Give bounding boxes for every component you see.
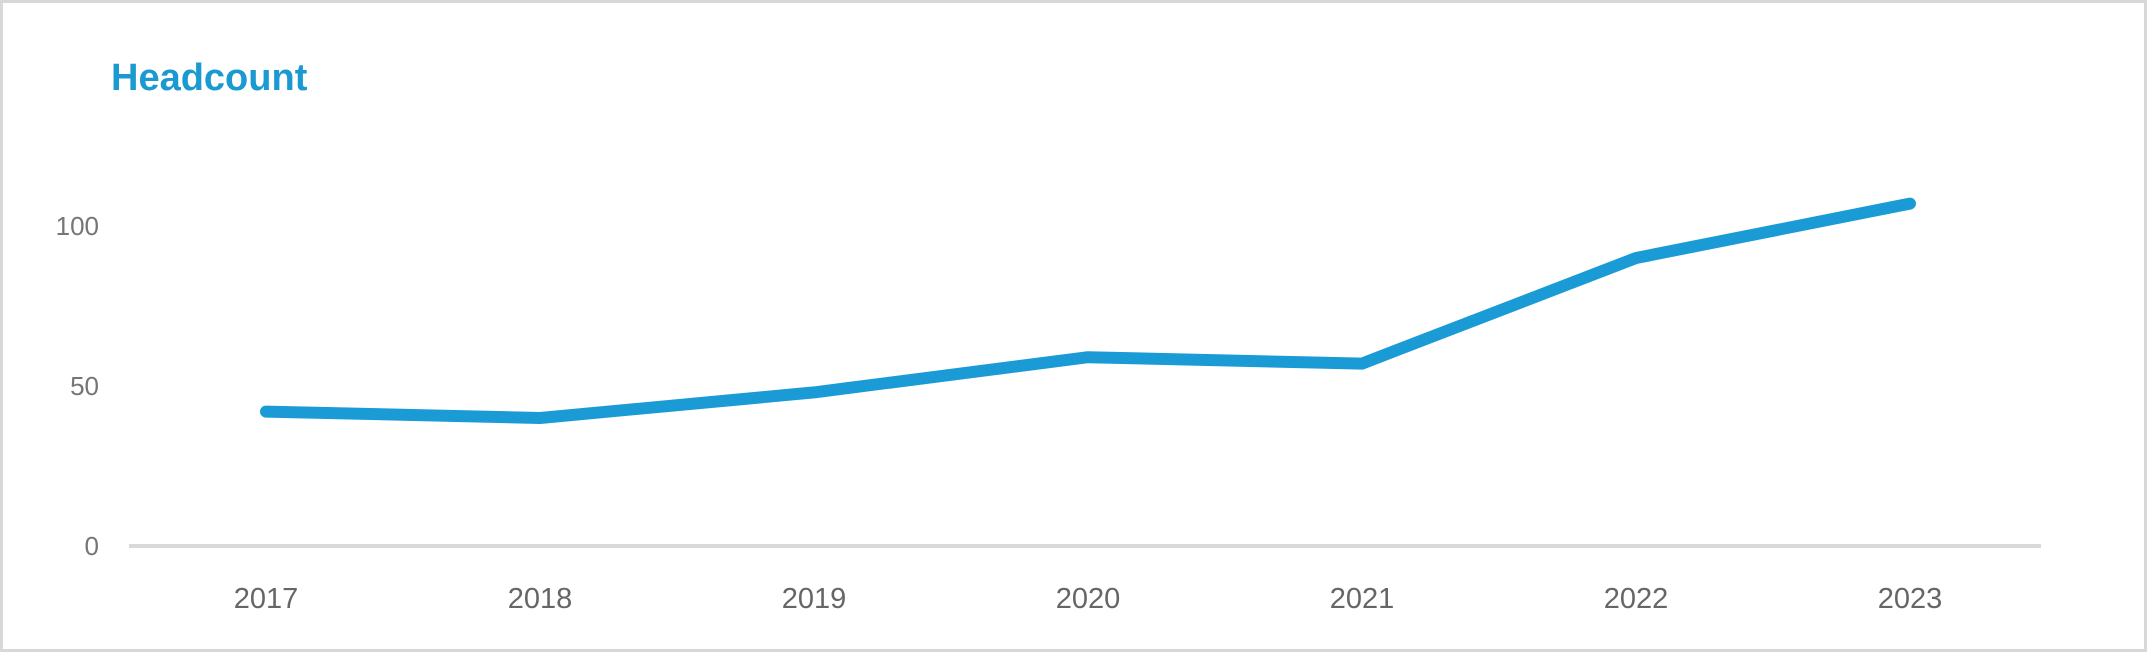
headcount-trend-line [260, 197, 1916, 424]
x-axis-tick-label: 2020 [1056, 583, 1121, 615]
y-axis-tick-label: 100 [56, 211, 99, 241]
x-axis-tick-label: 2018 [508, 583, 573, 615]
x-axis-tick-label: 2019 [782, 583, 847, 615]
x-axis-tick-label: 2017 [234, 583, 299, 615]
x-axis-tick-label: 2021 [1330, 583, 1395, 615]
x-axis-tick-label: 2023 [1878, 583, 1943, 615]
chart-title: Headcount [111, 57, 308, 99]
x-axis-tick-label: 2022 [1604, 583, 1669, 615]
line-chart-plot-area: 0 50 100 2017 2018 2019 2020 2021 2022 2023 [56, 197, 2041, 615]
y-axis-tick-label: 0 [85, 531, 99, 561]
y-axis-tick-label: 50 [70, 371, 99, 401]
